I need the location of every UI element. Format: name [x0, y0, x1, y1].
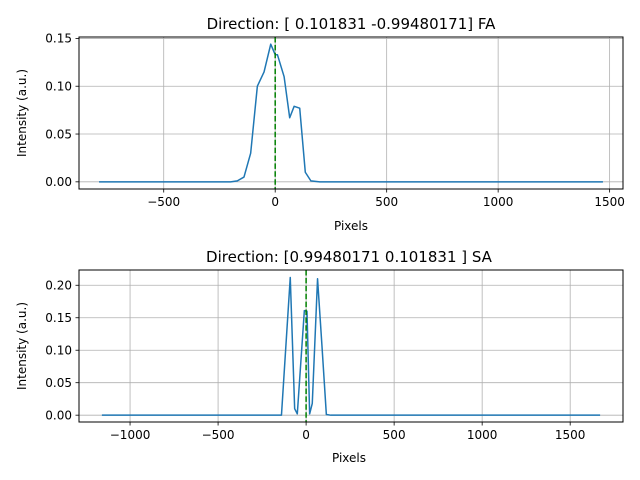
xticks-top: −500 0 500 1000 1500 — [147, 189, 625, 209]
y-tick-label: 0.05 — [45, 376, 72, 390]
y-tick-label: 0.15 — [45, 32, 72, 46]
y-tick-label: 0.05 — [45, 127, 72, 141]
chart-bottom: −1000 −500 0 500 1000 1500 0.000.050.100.150.… — [15, 248, 624, 465]
series-line-top — [99, 43, 603, 183]
chart-top: −500 0 500 1000 1500 0.00 0.05 0.10 0.15 Direct… — [15, 15, 625, 233]
series-bottom — [101, 276, 601, 416]
x-tick-label: 1500 — [594, 195, 625, 209]
series-top — [99, 43, 603, 183]
axes-frame-bottom — [78, 269, 624, 423]
x-tick-label: 1000 — [483, 195, 514, 209]
chart-title-top: Direction: [ 0.101831 -0.99480171] FA — [207, 15, 496, 33]
axes-frame-top — [78, 36, 624, 190]
x-tick-label: 500 — [383, 428, 406, 442]
x-tick-label: −500 — [202, 428, 235, 442]
x-tick-label: 500 — [375, 195, 398, 209]
series-line-bottom — [101, 276, 601, 416]
y-tick-label: 0.10 — [45, 80, 72, 94]
yticks-bottom: 0.00 0.05 0.10 0.15 0.20 — [45, 279, 79, 422]
y-axis-label-top: Intensity (a.u.) — [15, 69, 29, 157]
x-axis-label-top: Pixels — [334, 219, 368, 233]
x-axis-label-bottom: Pixels — [332, 451, 366, 465]
y-tick-label: 0.15 — [45, 311, 72, 325]
x-tick-label: 0 — [271, 195, 279, 209]
x-tick-label: −1000 — [110, 428, 151, 442]
x-tick-label: 1500 — [555, 428, 586, 442]
y-tick-label: 0.00 — [45, 408, 72, 422]
xticks-bottom: −1000 −500 0 500 1000 1500 — [110, 422, 586, 442]
x-tick-label: 0 — [302, 428, 310, 442]
x-tick-label: −500 — [147, 195, 180, 209]
yticks-top: 0.00 0.05 0.10 0.15 — [45, 32, 79, 189]
y-tick-label: 0.10 — [45, 344, 72, 358]
y-tick-label: 0.00 — [45, 175, 72, 189]
y-tick-label: 0.20 — [45, 279, 72, 293]
x-tick-label: 1000 — [467, 428, 498, 442]
chart-title-bottom: Direction: [0.99480171 0.101831 ] SA — [206, 248, 493, 266]
y-axis-label-bottom: Intensity (a.u.) — [15, 302, 29, 390]
